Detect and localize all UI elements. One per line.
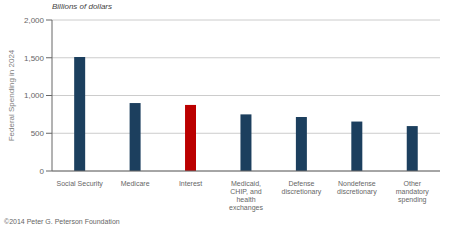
svg-text:Medicaid,CHIP, andhealthexchan: Medicaid,CHIP, andhealthexchanges — [229, 180, 263, 212]
svg-text:500: 500 — [31, 129, 45, 138]
svg-text:0: 0 — [40, 167, 45, 176]
svg-text:Interest: Interest — [179, 180, 202, 187]
svg-text:Defensediscretionary: Defensediscretionary — [282, 180, 322, 196]
svg-text:Social Security: Social Security — [57, 180, 104, 188]
svg-text:1,500: 1,500 — [24, 54, 45, 63]
svg-text:Othermandatoryspending: Othermandatoryspending — [396, 180, 430, 204]
svg-text:2,000: 2,000 — [24, 16, 45, 25]
svg-text:Nondefensediscretionary: Nondefensediscretionary — [337, 180, 377, 196]
html-text:©2014 Peter G. Peterson Founda: ©2014 Peter G. Peterson Foundation — [4, 218, 120, 225]
svg-text:Federal Spending in 2024: Federal Spending in 2024 — [8, 49, 16, 141]
svg-text:1,000: 1,000 — [24, 91, 45, 100]
svg-text:Medicare: Medicare — [121, 180, 150, 187]
html-text:Billions of dollars: Billions of dollars — [52, 2, 112, 11]
